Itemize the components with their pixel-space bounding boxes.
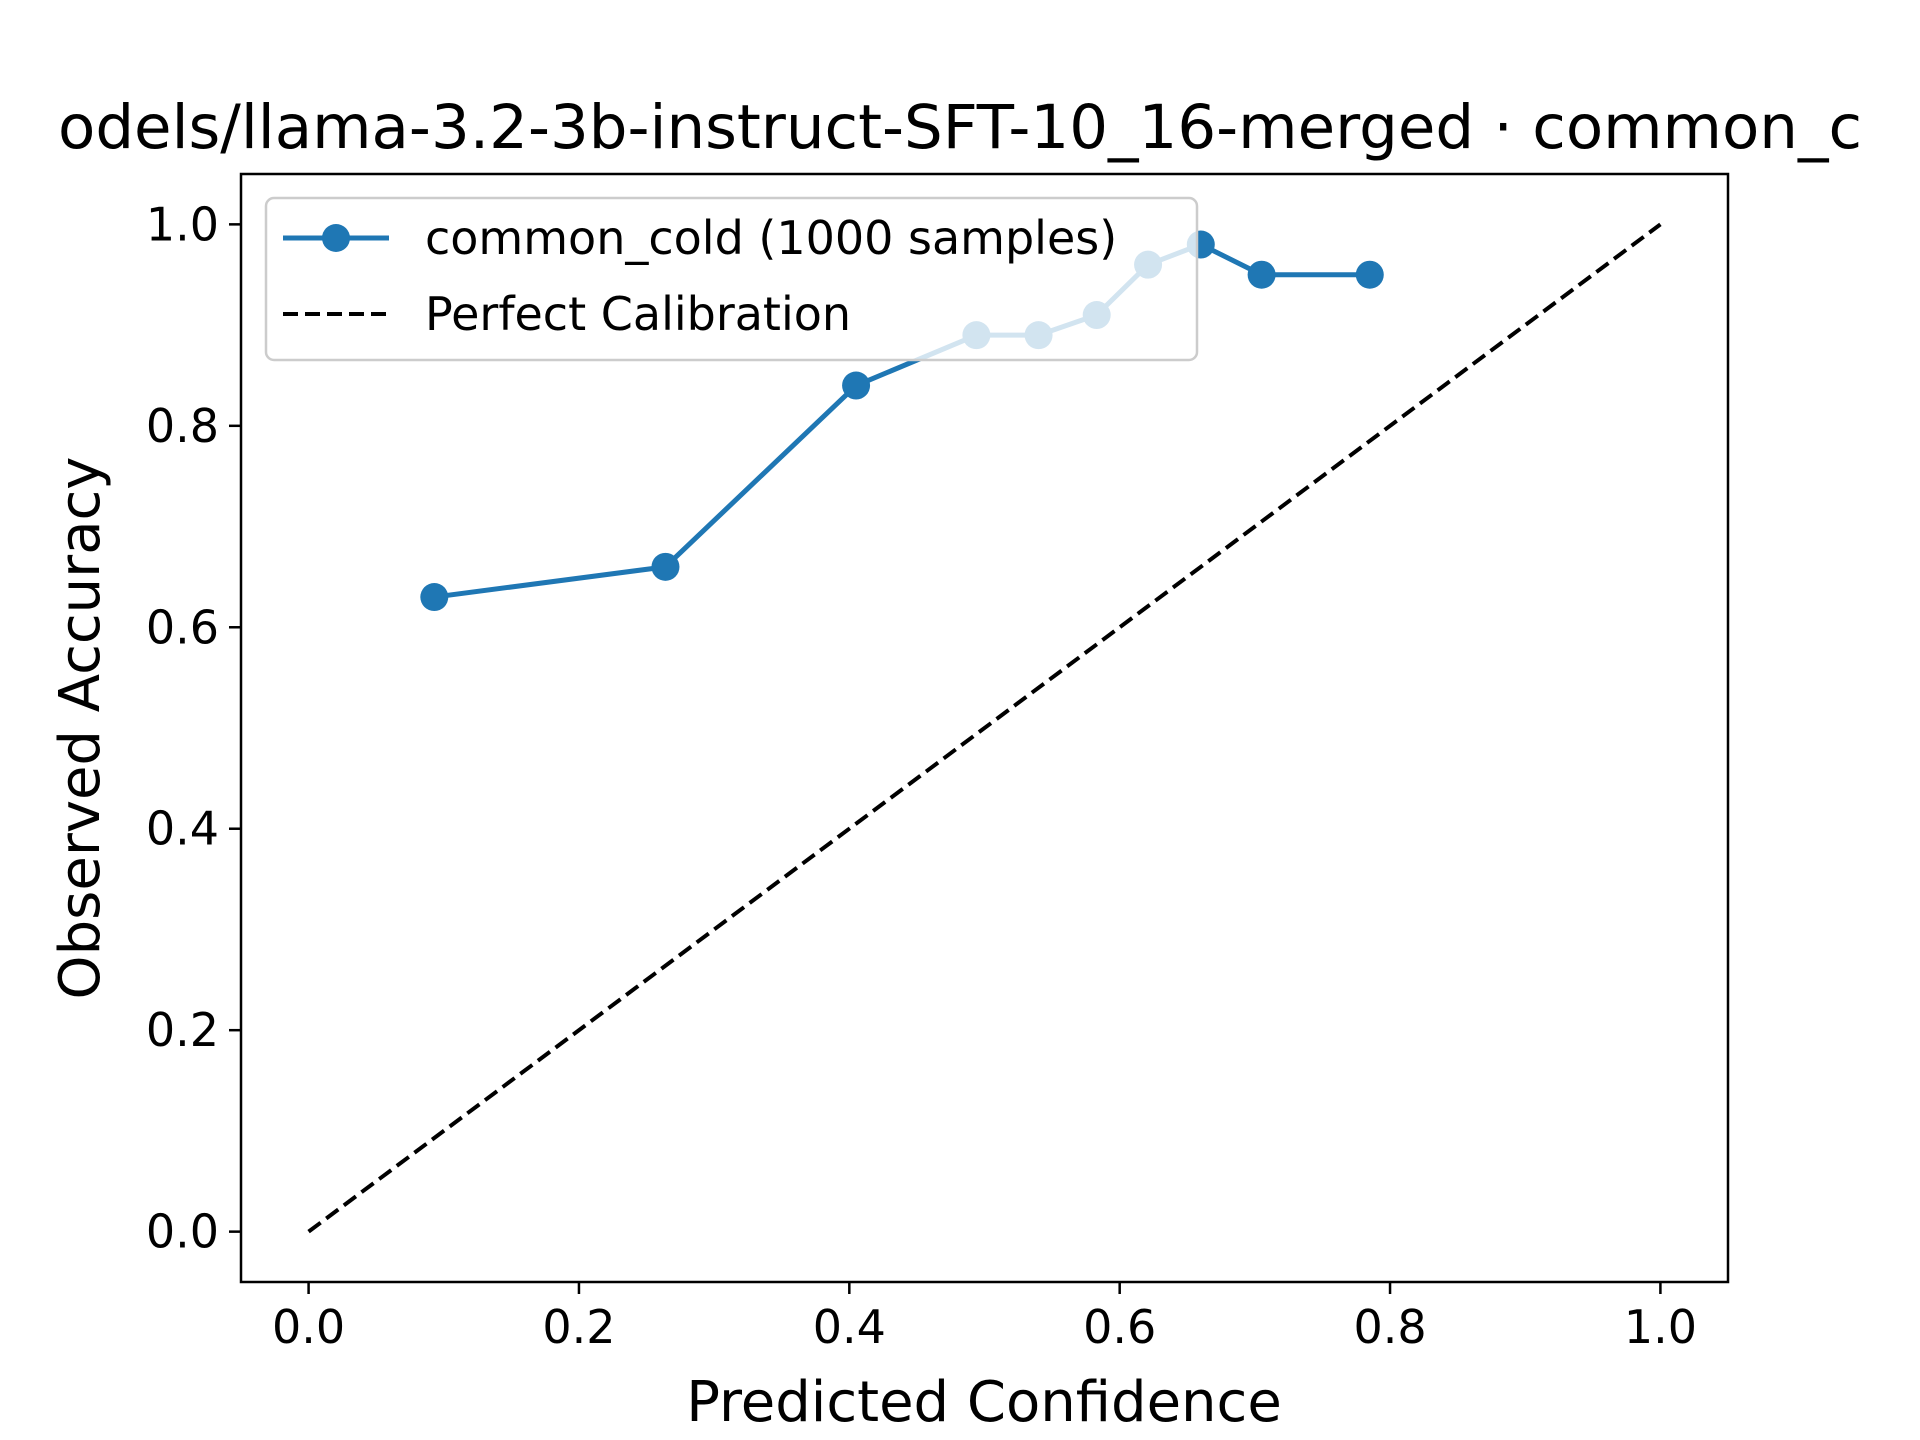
y-tick-label: 0.0 — [146, 1205, 219, 1259]
calibration-point — [420, 583, 449, 612]
ticks-layer: 0.0 0.2 0.4 0.6 0.8 1.0 0.0 0.2 0.4 0.6 0.8 1.0 — [146, 197, 1697, 1354]
calibration-point — [1247, 260, 1276, 289]
legend-label-perfect-calibration: Perfect Calibration — [425, 287, 851, 341]
y-tick-label: 0.8 — [146, 399, 219, 453]
x-axis-label: Predicted Confidence — [686, 1370, 1282, 1435]
perfect-calibration-line — [307, 222, 1662, 1234]
legend-label-calibration: common_cold (1000 samples) — [425, 211, 1117, 265]
x-tick-label: 0.8 — [1353, 1300, 1426, 1354]
calibration-point — [842, 371, 871, 400]
y-tick-label: 0.2 — [146, 1003, 219, 1057]
calibration-point — [651, 552, 680, 581]
plot-frame — [239, 172, 1730, 1284]
y-tick-label: 0.4 — [146, 802, 219, 856]
y-tick-label: 0.6 — [146, 600, 219, 654]
x-tick-label: 0.0 — [272, 1300, 345, 1354]
legend-frame — [264, 196, 1199, 362]
y-tick-label: 1.0 — [146, 197, 219, 251]
x-tick-label: 0.4 — [813, 1300, 886, 1354]
calibration-point — [1355, 260, 1384, 289]
x-tick-label: 1.0 — [1624, 1300, 1697, 1354]
x-tick-label: 0.6 — [1083, 1300, 1156, 1354]
y-axis-label: Observed Accuracy — [48, 457, 113, 1000]
x-tick-label: 0.2 — [542, 1300, 615, 1354]
chart-title: odels/llama-3.2-3b-instruct-SFT-10_16-me… — [58, 92, 1862, 163]
legend: common_cold (1000 samples) Perfect Calib… — [264, 196, 1199, 362]
legend-swatch-calibration-marker — [322, 224, 350, 252]
